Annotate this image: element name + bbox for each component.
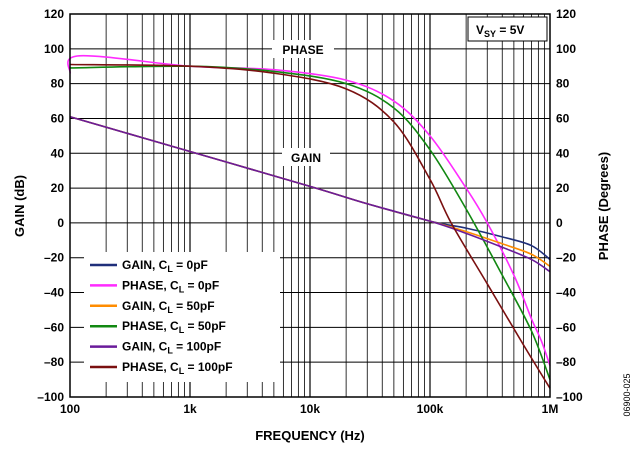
- annotations: PHASE GAIN VSY = 5V: [272, 16, 548, 166]
- y-tick-label-left: 60: [51, 111, 65, 125]
- y-tick-label-right: 0: [556, 216, 563, 230]
- x-axis-label: FREQUENCY (Hz): [255, 428, 365, 443]
- y-tick-label-left: –20: [44, 251, 64, 265]
- series-lines: [67, 54, 551, 389]
- y-tick-label-right: 100: [556, 42, 576, 56]
- figure-id: 06900-025: [622, 373, 632, 416]
- gain-label-bg: [282, 148, 330, 166]
- legend-item-label: GAIN, CL = 50pF: [122, 299, 215, 315]
- legend-item-label: PHASE, CL = 100pF: [122, 360, 233, 376]
- y-tick-label-right: 40: [556, 146, 570, 160]
- y-axis-label-right: PHASE (Degrees): [596, 152, 611, 260]
- legend-item-label: PHASE, CL = 0pF: [122, 278, 219, 294]
- phase-annotation: PHASE: [282, 43, 323, 57]
- y-tick-label-left: –80: [44, 355, 64, 369]
- x-tick-label: 1M: [542, 402, 559, 416]
- phase-label-bg: [272, 40, 334, 58]
- condition-box: [467, 16, 548, 42]
- y-tick-label-right: –80: [556, 355, 576, 369]
- y-tick-label-left: –100: [37, 390, 64, 404]
- condition-annotation: VSY = 5V: [476, 23, 524, 39]
- y-tick-label-left: 0: [57, 216, 64, 230]
- x-tick-label: 1k: [183, 402, 197, 416]
- legend: GAIN, CL = 0pF PHASE, CL = 0pF GAIN, CL = …: [84, 252, 280, 382]
- x-tick-label: 100: [60, 402, 80, 416]
- y-tick-label-right: 60: [556, 111, 570, 125]
- y-tick-label-right: –100: [556, 390, 583, 404]
- y-tick-label-left: 100: [44, 42, 64, 56]
- legend-item-label: PHASE, CL = 50pF: [122, 319, 226, 335]
- plot-frame: [69, 13, 551, 398]
- legend-box: [84, 252, 280, 382]
- legend-item-label: GAIN, CL = 100pF: [122, 340, 221, 356]
- x-tick-label: 100k: [417, 402, 444, 416]
- y-tick-label-left: 120: [44, 7, 64, 21]
- y-axis-label-left: GAIN (dB): [12, 175, 27, 237]
- y-tick-label-left: 20: [51, 181, 65, 195]
- y-tick-label-right: –40: [556, 286, 576, 300]
- x-tick-label: 10k: [300, 402, 320, 416]
- y-tick-label-right: –60: [556, 320, 576, 334]
- y-tick-label-right: –20: [556, 251, 576, 265]
- y-tick-label-right: 20: [556, 181, 570, 195]
- y-tick-label-right: 120: [556, 7, 576, 21]
- gain-annotation: GAIN: [291, 151, 321, 165]
- y-tick-label-left: 40: [51, 146, 65, 160]
- series-line-gain-cl-100pf: [69, 115, 551, 273]
- y-tick-label-left: 80: [51, 77, 65, 91]
- y-tick-label-left: –40: [44, 286, 64, 300]
- y-tick-label-left: –60: [44, 320, 64, 334]
- legend-item-label: GAIN, CL = 0pF: [122, 258, 208, 274]
- grid: [70, 14, 550, 397]
- tick-labels: 100 1k 10k 100k 1M 120 120 100 100 80 80 60 60 40 40 20…: [37, 7, 583, 416]
- series-line-phase-cl-100pf: [69, 63, 551, 389]
- y-tick-label-right: 80: [556, 77, 570, 91]
